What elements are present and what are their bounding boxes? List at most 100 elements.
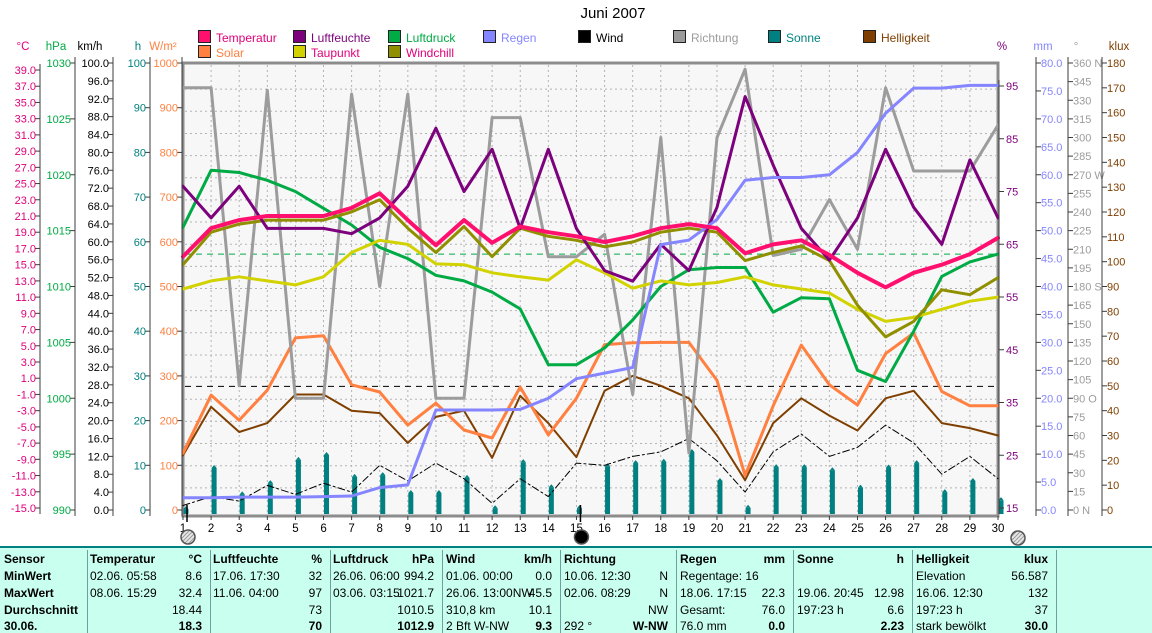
svg-text:200: 200 bbox=[160, 416, 178, 428]
svg-text:315: 315 bbox=[1073, 114, 1091, 126]
svg-text:27.0: 27.0 bbox=[15, 162, 36, 174]
svg-text:105: 105 bbox=[1073, 375, 1091, 387]
svg-text:150: 150 bbox=[1073, 319, 1091, 331]
table-cell: 18.06. 17:15 bbox=[680, 586, 747, 600]
svg-text:35.0: 35.0 bbox=[1041, 309, 1062, 321]
table-cell: 132 bbox=[1027, 586, 1048, 600]
svg-text:100: 100 bbox=[1107, 257, 1125, 269]
table-cell: Richtung bbox=[564, 552, 616, 566]
weather-chart: °C39.037.035.033.031.029.027.025.023.021… bbox=[11, 41, 1129, 546]
svg-text:84.0: 84.0 bbox=[88, 130, 109, 142]
legend-item-luftfeuchte[interactable]: Luftfeuchte bbox=[293, 30, 370, 45]
svg-text:3.0: 3.0 bbox=[21, 357, 36, 369]
svg-text:-1.0: -1.0 bbox=[17, 389, 36, 401]
series-sonne-bars bbox=[183, 448, 1004, 514]
legend-item-taupunkt[interactable]: Taupunkt bbox=[293, 45, 360, 60]
svg-text:30: 30 bbox=[134, 371, 146, 383]
svg-text:90: 90 bbox=[134, 103, 146, 115]
svg-text:30: 30 bbox=[1107, 431, 1119, 443]
legend-item-helligkeit[interactable]: Helligkeit bbox=[863, 30, 930, 45]
table-cell: 03.06. 03:15 bbox=[333, 586, 400, 600]
legend-item-sonne[interactable]: Sonne bbox=[768, 30, 821, 45]
legend-item-luftdruck[interactable]: Luftdruck bbox=[388, 30, 455, 45]
svg-text:48.0: 48.0 bbox=[88, 290, 109, 302]
svg-text:22: 22 bbox=[767, 523, 780, 535]
moon-phase-icon bbox=[1010, 530, 1026, 546]
table-cell: 26.06. 13:00NW bbox=[446, 586, 533, 600]
stats-table: Sensor MinWert MaxWert Durchschnitt 30.06. Te… bbox=[0, 546, 1152, 633]
svg-text:9.0: 9.0 bbox=[21, 308, 36, 320]
svg-text:95: 95 bbox=[1006, 81, 1018, 93]
svg-text:23.0: 23.0 bbox=[15, 195, 36, 207]
svg-text:44.0: 44.0 bbox=[88, 308, 109, 320]
axis-%: % 95 85 75 65 55 45 35 25 15 bbox=[997, 41, 1018, 515]
svg-text:21: 21 bbox=[739, 523, 752, 535]
svg-text:13: 13 bbox=[514, 523, 527, 535]
table-cell: Gesamt: bbox=[680, 603, 726, 617]
svg-text:-3.0: -3.0 bbox=[17, 406, 36, 418]
table-cell: 9.3 bbox=[535, 619, 552, 633]
table-cell: mm bbox=[763, 552, 785, 566]
svg-text:110: 110 bbox=[1107, 232, 1125, 244]
svg-text:70: 70 bbox=[1107, 331, 1119, 343]
svg-text:18: 18 bbox=[654, 523, 667, 535]
svg-text:W/m²: W/m² bbox=[149, 41, 177, 53]
table-cell: Luftfeuchte bbox=[213, 552, 279, 566]
table-cell: 197:23 h bbox=[916, 603, 963, 617]
legend-swatch-icon bbox=[483, 30, 496, 43]
svg-text:15.0: 15.0 bbox=[1041, 421, 1062, 433]
chart-title: Juni 2007 bbox=[580, 5, 646, 22]
table-cell: 0.0 bbox=[768, 619, 785, 633]
svg-text:8: 8 bbox=[377, 523, 383, 535]
table-cell: MinWert bbox=[4, 569, 52, 583]
series-luftdruck bbox=[181, 168, 1000, 383]
legend-item-temperatur[interactable]: Temperatur bbox=[198, 30, 277, 45]
svg-text:100: 100 bbox=[128, 58, 146, 70]
svg-text:180 S: 180 S bbox=[1073, 282, 1102, 294]
table-cell: 11.06. 04:00 bbox=[213, 586, 279, 600]
table-cell: hPa bbox=[411, 552, 434, 566]
svg-text:700: 700 bbox=[160, 192, 178, 204]
svg-text:65: 65 bbox=[1006, 239, 1018, 251]
table-cell: 12.98 bbox=[873, 586, 904, 600]
legend-item-regen[interactable]: Regen bbox=[483, 30, 536, 45]
legend-item-windchill[interactable]: Windchill bbox=[388, 45, 455, 60]
table-cell: NW bbox=[648, 603, 668, 617]
svg-text:0: 0 bbox=[1107, 505, 1113, 517]
legend-swatch-icon bbox=[198, 45, 211, 58]
svg-text:15.0: 15.0 bbox=[15, 260, 36, 272]
legend-label: Temperatur bbox=[216, 31, 277, 45]
svg-text:25.0: 25.0 bbox=[15, 179, 36, 191]
legend-label: Wind bbox=[596, 31, 624, 45]
svg-text:56.0: 56.0 bbox=[88, 255, 109, 267]
table-cell: 2.23 bbox=[880, 619, 904, 633]
svg-text:°: ° bbox=[1074, 41, 1079, 53]
table-divider bbox=[442, 550, 443, 633]
legend-swatch-icon bbox=[198, 30, 211, 43]
svg-text:10: 10 bbox=[430, 523, 443, 535]
legend-swatch-icon bbox=[578, 30, 591, 43]
svg-text:32.0: 32.0 bbox=[88, 362, 109, 374]
table-cell: N bbox=[659, 569, 668, 583]
legend-item-wind[interactable]: Wind bbox=[578, 30, 624, 45]
legend-item-solar[interactable]: Solar bbox=[198, 45, 244, 60]
svg-text:1020: 1020 bbox=[47, 170, 71, 182]
svg-text:10.0: 10.0 bbox=[1041, 449, 1062, 461]
svg-text:20.0: 20.0 bbox=[88, 416, 109, 428]
table-cell: Regentage: 16 bbox=[680, 569, 759, 583]
svg-text:80: 80 bbox=[1107, 306, 1119, 318]
svg-text:70.0: 70.0 bbox=[1041, 114, 1062, 126]
svg-text:100: 100 bbox=[160, 460, 178, 472]
legend-label: Windchill bbox=[406, 46, 455, 60]
table-cell: N bbox=[659, 586, 668, 600]
svg-text:270 W: 270 W bbox=[1073, 170, 1105, 182]
svg-text:165: 165 bbox=[1073, 300, 1091, 312]
svg-text:20: 20 bbox=[1107, 455, 1119, 467]
table-cell: 08.06. 15:29 bbox=[90, 586, 157, 600]
axis-hPa: hPa 1030 1025 1020 1015 1010 1005 1000 995 990 bbox=[46, 41, 76, 517]
legend-item-richtung[interactable]: Richtung bbox=[673, 30, 738, 45]
svg-text:28: 28 bbox=[935, 523, 948, 535]
legend-swatch-icon bbox=[388, 30, 401, 43]
svg-text:210: 210 bbox=[1073, 244, 1091, 256]
